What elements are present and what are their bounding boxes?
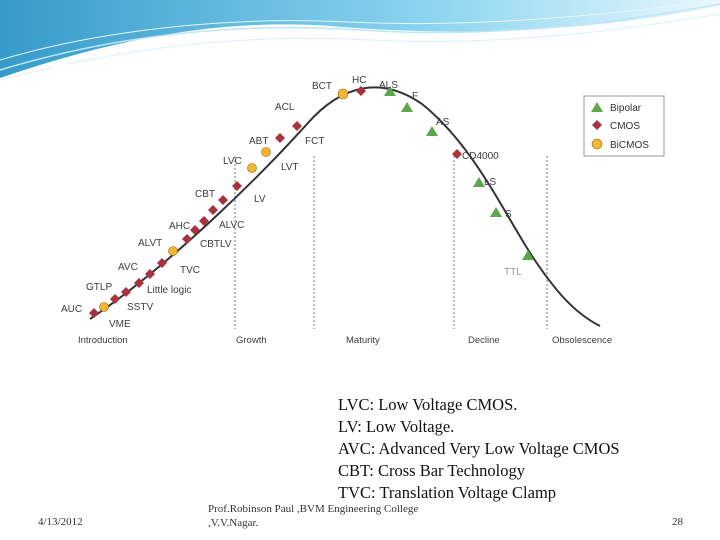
cmos-marker xyxy=(134,278,144,288)
family-label: AUC xyxy=(61,304,82,315)
cmos-marker xyxy=(110,294,120,304)
cmos-marker xyxy=(145,269,155,279)
family-label: FCT xyxy=(305,136,324,147)
bicmos-marker xyxy=(247,163,257,173)
family-label: HC xyxy=(352,75,366,86)
bipolar-marker xyxy=(426,126,438,136)
footer-author: Prof.Robinson Paul ,BVM Engineering Coll… xyxy=(208,502,468,530)
definition-line: LVC: Low Voltage CMOS. xyxy=(338,395,518,414)
bipolar-marker xyxy=(473,177,485,187)
phase-label-introduction: Introduction xyxy=(78,335,128,346)
legend-label-bicmos: BiCMOS xyxy=(610,140,649,151)
bipolar-marker xyxy=(401,102,413,112)
cmos-marker xyxy=(452,149,462,159)
family-label: CBT xyxy=(195,189,215,200)
bipolar-marker xyxy=(490,207,502,217)
bicmos-legend-icon xyxy=(591,138,603,150)
cmos-marker xyxy=(121,287,131,297)
phase-label-obsolescence: Obsolescence xyxy=(552,335,612,346)
bipolar-marker xyxy=(522,250,534,260)
bicmos-marker xyxy=(99,302,109,312)
cmos-marker xyxy=(157,258,167,268)
family-label: LVC xyxy=(223,156,242,167)
life-cycle-chart: Introduction Growth Maturity Decline Obs… xyxy=(61,75,665,346)
cmos-marker xyxy=(89,308,99,318)
bicmos-marker xyxy=(261,147,271,157)
definition-line: LV: Low Voltage. xyxy=(338,417,455,436)
family-label: ALVC xyxy=(219,220,244,231)
cmos-marker xyxy=(218,195,228,205)
definition-line: TVC: Translation Voltage Clamp xyxy=(338,483,557,502)
family-label: AHC xyxy=(169,221,190,232)
family-label: GTLP xyxy=(86,282,112,293)
cmos-marker xyxy=(190,225,200,235)
footer-author-line: ,V.V.Nagar. xyxy=(208,517,259,529)
definition-line: AVC: Advanced Very Low Voltage CMOS xyxy=(338,439,620,458)
page-number: 28 xyxy=(672,516,683,528)
life-cycle-curve xyxy=(89,86,601,327)
family-label: AS xyxy=(436,117,450,128)
cmos-marker xyxy=(208,205,218,215)
footer-author-line: Prof.Robinson Paul ,BVM Engineering Coll… xyxy=(208,503,419,515)
family-label: Little logic xyxy=(147,285,191,296)
family-label: TTL xyxy=(504,267,522,278)
family-label: BCT xyxy=(312,81,332,92)
family-label: LVT xyxy=(281,162,299,173)
family-label: ACL xyxy=(275,102,295,113)
cmos-marker xyxy=(356,86,366,96)
family-label: VME xyxy=(109,319,131,330)
cmos-marker xyxy=(232,181,242,191)
family-label: F xyxy=(412,91,418,102)
family-label: TVC xyxy=(180,265,200,276)
abbreviation-definitions: LVC: Low Voltage CMOS. LV: Low Voltage. … xyxy=(338,394,718,504)
phase-label-growth: Growth xyxy=(236,335,267,346)
cmos-marker xyxy=(292,121,302,131)
family-label: ALS xyxy=(379,80,398,91)
definition-line: CBT: Cross Bar Technology xyxy=(338,461,526,480)
family-label: S xyxy=(505,209,512,220)
logic-family-life-cycle-figure: Introduction Growth Maturity Decline Obs… xyxy=(52,64,672,354)
phase-label-maturity: Maturity xyxy=(346,335,380,346)
family-label: ABT xyxy=(249,136,268,147)
bicmos-marker xyxy=(168,246,178,256)
family-label: ALVT xyxy=(138,238,162,249)
family-label: LS xyxy=(484,177,497,188)
phase-label-decline: Decline xyxy=(468,335,500,346)
bipolar-legend-icon xyxy=(591,102,603,112)
family-label: CD4000 xyxy=(462,151,499,162)
family-markers xyxy=(89,86,534,318)
cmos-marker xyxy=(199,216,209,226)
cmos-marker xyxy=(275,133,285,143)
legend-label-bipolar: Bipolar xyxy=(610,103,642,114)
cmos-legend-icon xyxy=(592,120,602,130)
bicmos-marker xyxy=(337,88,349,100)
family-label: AVC xyxy=(118,262,138,273)
family-label: SSTV xyxy=(127,302,153,313)
footer-date: 4/13/2012 xyxy=(38,516,83,528)
cmos-marker xyxy=(182,234,192,244)
family-label: CBTLV xyxy=(200,239,232,250)
family-label: LV xyxy=(254,194,266,205)
header-wave-decoration xyxy=(0,0,720,81)
legend-label-cmos: CMOS xyxy=(610,121,640,132)
legend: Bipolar CMOS BiCMOS xyxy=(583,95,665,157)
bipolar-marker xyxy=(384,86,396,96)
